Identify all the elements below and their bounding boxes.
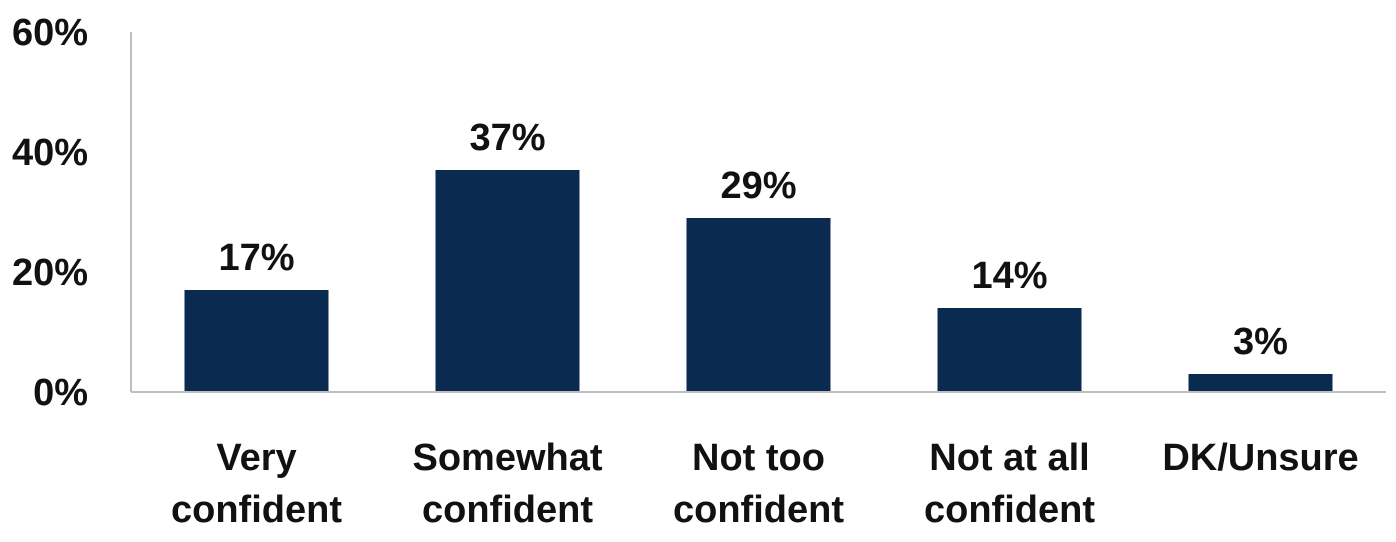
x-tick-label: Not too confident [673, 437, 844, 531]
bars [184, 170, 1333, 392]
bar [1188, 374, 1333, 392]
x-tick-label-line: confident [673, 489, 844, 531]
x-tick-label-line: confident [171, 489, 342, 531]
bar [686, 218, 831, 392]
x-tick-label: Very confident [171, 437, 342, 531]
x-tick-label: DK/Unsure [1162, 437, 1358, 479]
y-tick-label: 60% [12, 12, 88, 54]
bar [937, 308, 1082, 392]
x-tick-label: Somewhat confident [412, 437, 602, 531]
data-labels: 17% 37% 29% 14% 3% [218, 117, 1287, 363]
data-label: 3% [1233, 321, 1288, 363]
y-axis: 0% 20% 40% 60% [12, 12, 132, 414]
data-label: 17% [218, 237, 294, 279]
x-tick-label-line: confident [422, 489, 593, 531]
y-tick-label: 20% [12, 252, 88, 294]
x-tick-label: Not at all confident [924, 437, 1095, 531]
y-tick-label: 0% [33, 372, 88, 414]
x-tick-label-line: Not too [692, 437, 825, 479]
x-tick-label-line: confident [924, 489, 1095, 531]
x-tick-label-line: Very [216, 437, 296, 479]
x-tick-label-line: Not at all [929, 437, 1089, 479]
data-label: 37% [469, 117, 545, 159]
x-tick-label-line: DK/Unsure [1162, 437, 1358, 479]
data-label: 29% [720, 165, 796, 207]
bar [435, 170, 580, 392]
y-tick-label: 40% [12, 132, 88, 174]
bar [184, 290, 329, 392]
x-tick-label-line: Somewhat [412, 437, 602, 479]
x-axis: Very confident Somewhat confident Not too con… [131, 391, 1386, 531]
data-label: 14% [971, 255, 1047, 297]
